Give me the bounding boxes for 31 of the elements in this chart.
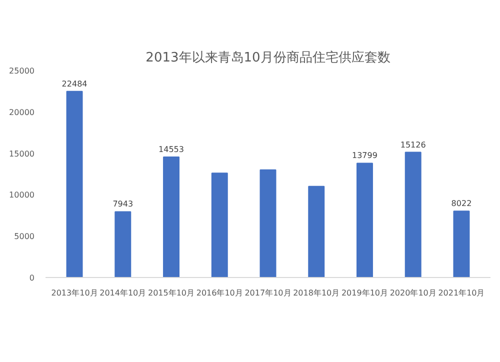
bar — [163, 156, 180, 278]
data-label: 22484 — [62, 79, 88, 88]
x-tick-label: 2019年10月 — [341, 288, 388, 298]
chart-title: 2013年以来青岛10月份商品住宅供应套数 — [146, 50, 390, 66]
y-tick-label: 15000 — [9, 149, 35, 158]
y-tick-label: 0 — [29, 274, 35, 282]
data-label: 15126 — [400, 140, 426, 150]
data-label: 14553 — [158, 145, 184, 154]
data-label: 8022 — [451, 199, 472, 208]
y-tick-label: 25000 — [9, 66, 35, 76]
y-tick-label: 5000 — [14, 232, 34, 242]
x-tick-label: 2013年10月 — [51, 288, 98, 298]
bar — [356, 162, 373, 278]
data-label: 13799 — [352, 151, 378, 160]
x-tick-label: 2018年10月 — [293, 288, 340, 298]
bar — [260, 169, 276, 278]
bar — [453, 210, 470, 278]
x-tick-label: 2020年10月 — [390, 288, 436, 298]
x-tick-label: 2014年10月 — [100, 288, 146, 298]
y-tick-label: 10000 — [9, 190, 35, 200]
bar — [308, 186, 325, 278]
x-tick-label: 2016年10月 — [196, 288, 243, 298]
x-tick-label: 2021年10月 — [438, 288, 485, 298]
bar — [404, 152, 422, 278]
bar — [211, 172, 228, 278]
bar — [114, 211, 132, 278]
x-tick-label: 2015年10月 — [148, 288, 195, 298]
x-tick-label: 2017年10月 — [244, 288, 292, 298]
bar — [66, 90, 83, 278]
data-label: 7943 — [112, 200, 134, 209]
y-tick-label: 20000 — [9, 108, 35, 117]
